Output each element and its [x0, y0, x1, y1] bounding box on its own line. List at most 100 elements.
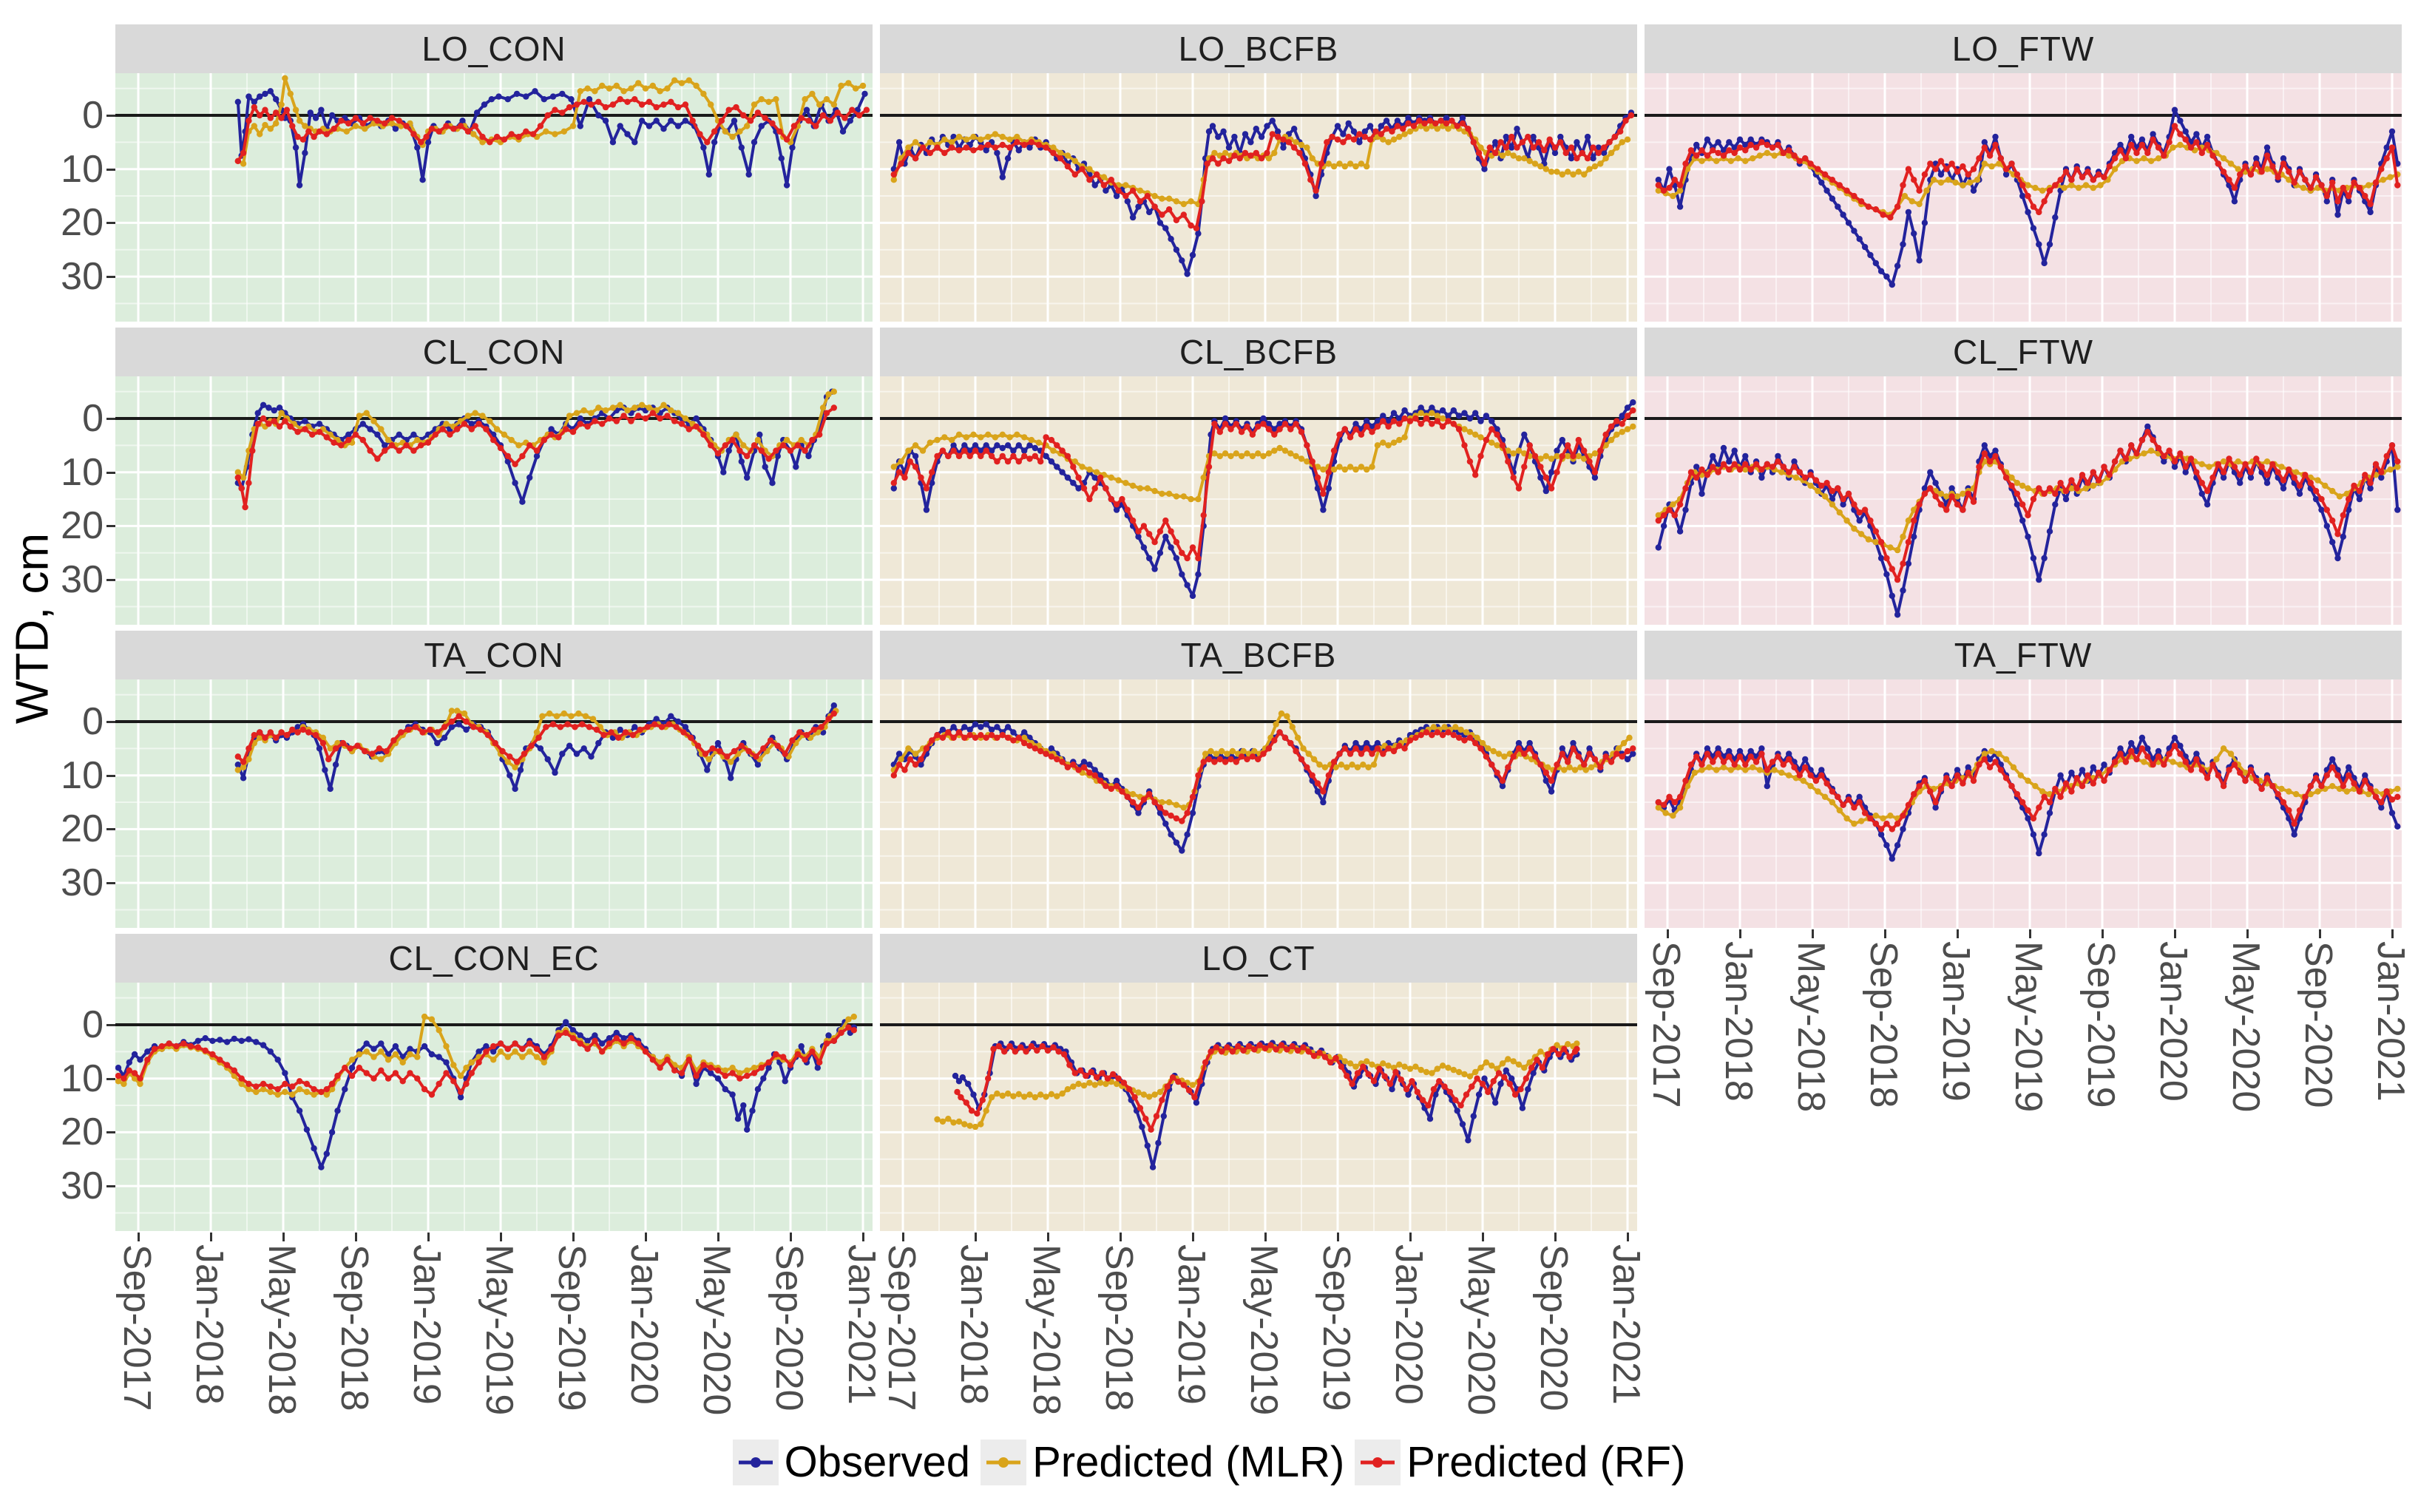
chart-TA_FTW	[1645, 679, 2402, 928]
x-tick-label: Sep-2019	[1315, 1244, 1358, 1411]
x-tick-mark	[1047, 1233, 1049, 1241]
x-tick-label: Jan-2019	[1934, 941, 1977, 1102]
x-tick-mark	[1409, 1233, 1412, 1241]
facet-strip-CL_CON_EC: CL_CON_EC	[115, 934, 873, 983]
facet-strip-TA_FTW: TA_FTW	[1645, 631, 2402, 679]
y-tick-label: 0	[82, 94, 104, 137]
panel-CL_CON_EC	[115, 983, 873, 1231]
x-tick-mark	[862, 1233, 864, 1241]
facet-strip-CL_CON: CL_CON	[115, 328, 873, 376]
y-tick-mark	[106, 471, 115, 474]
x-tick-mark	[2174, 929, 2176, 938]
y-tick-label: 30	[61, 1164, 104, 1208]
legend-item-predicted-mlr[interactable]: Predicted (MLR)	[981, 1437, 1344, 1487]
chart-LO_BCFB	[880, 73, 1637, 322]
facet-strip-CL_BCFB: CL_BCFB	[880, 328, 1637, 376]
facet-title: LO_BCFB	[1178, 30, 1339, 68]
x-tick-mark	[1120, 1233, 1122, 1241]
y-tick-mark	[106, 1024, 115, 1026]
y-tick-mark	[106, 115, 115, 117]
facet-strip-TA_CON: TA_CON	[115, 631, 873, 679]
x-tick-label: Jan-2020	[623, 1244, 666, 1405]
x-tick-label: May-2018	[1025, 1244, 1068, 1416]
x-tick-label: Jan-2018	[188, 1244, 231, 1405]
chart-TA_CON	[115, 679, 873, 928]
x-tick-label: Jan-2020	[1387, 1244, 1430, 1405]
x-tick-mark	[790, 1233, 792, 1241]
panel-TA_FTW	[1645, 679, 2402, 928]
legend-item-observed[interactable]: Observed	[732, 1437, 971, 1487]
y-tick-mark	[106, 418, 115, 420]
x-tick-label: Sep-2019	[550, 1244, 593, 1411]
x-tick-mark	[210, 1233, 212, 1241]
y-tick-mark	[106, 882, 115, 885]
y-tick-mark	[106, 1131, 115, 1134]
legend-key-predicted-rf-icon	[1355, 1439, 1401, 1485]
x-tick-label: Sep-2020	[768, 1244, 810, 1411]
x-tick-mark	[1482, 1233, 1484, 1241]
y-tick-mark	[106, 1185, 115, 1188]
legend-label-observed: Observed	[784, 1438, 971, 1486]
y-tick-label: 30	[61, 861, 104, 905]
x-tick-mark	[500, 1233, 502, 1241]
facet-title: LO_FTW	[1951, 30, 2095, 68]
x-tick-label: Jan-2020	[2152, 941, 2195, 1102]
chart-LO_CT	[880, 983, 1637, 1231]
y-tick-label: 20	[61, 201, 104, 245]
panel-LO_CT	[880, 983, 1637, 1231]
x-tick-label: Jan-2021	[840, 1244, 883, 1405]
x-tick-mark	[975, 1233, 977, 1241]
chart-CL_FTW	[1645, 376, 2402, 625]
facet-strip-LO_BCFB: LO_BCFB	[880, 24, 1637, 73]
x-tick-label: May-2018	[1789, 941, 1832, 1113]
x-tick-label: May-2019	[2007, 941, 2050, 1113]
y-tick-label: 30	[61, 558, 104, 602]
x-tick-label: Jan-2021	[2369, 941, 2412, 1102]
x-tick-label: May-2020	[2224, 941, 2267, 1113]
chart-LO_FTW	[1645, 73, 2402, 322]
x-tick-label: Jan-2019	[1170, 1244, 1213, 1405]
x-tick-mark	[572, 1233, 575, 1241]
x-tick-mark	[1957, 929, 1959, 938]
x-tick-mark	[2029, 929, 2031, 938]
y-tick-label: 0	[82, 397, 104, 440]
facet-title: TA_BCFB	[1180, 636, 1337, 674]
x-tick-label: May-2019	[478, 1244, 521, 1416]
panel-LO_CON	[115, 73, 873, 322]
legend-key-predicted-mlr-icon	[981, 1439, 1027, 1485]
x-tick-mark	[717, 1233, 719, 1241]
x-tick-label: Sep-2017	[115, 1244, 158, 1411]
legend-item-predicted-rf[interactable]: Predicted (RF)	[1355, 1437, 1685, 1487]
x-tick-label: Sep-2019	[2079, 941, 2122, 1108]
facet-title: LO_CT	[1202, 939, 1315, 977]
x-tick-mark	[1627, 1233, 1629, 1241]
x-tick-label: Sep-2018	[1862, 941, 1905, 1108]
chart-LO_CON	[115, 73, 873, 322]
facet-strip-LO_CT: LO_CT	[880, 934, 1637, 983]
x-tick-mark	[2246, 929, 2249, 938]
x-tick-label: May-2020	[695, 1244, 738, 1416]
x-tick-mark	[1192, 1233, 1194, 1241]
x-tick-mark	[1667, 929, 1669, 938]
y-tick-mark	[106, 168, 115, 171]
x-tick-mark	[645, 1233, 647, 1241]
x-tick-mark	[2319, 929, 2321, 938]
panel-CL_BCFB	[880, 376, 1637, 625]
x-tick-mark	[1812, 929, 1814, 938]
chart-CL_CON	[115, 376, 873, 625]
panel-TA_CON	[115, 679, 873, 928]
facet-title: LO_CON	[421, 30, 566, 68]
y-tick-mark	[106, 721, 115, 723]
x-tick-label: May-2020	[1460, 1244, 1503, 1416]
facet-title: CL_CON	[422, 333, 566, 371]
y-tick-label: 10	[61, 147, 104, 191]
y-tick-label: 30	[61, 255, 104, 299]
x-tick-mark	[1264, 1233, 1267, 1241]
panel-CL_FTW	[1645, 376, 2402, 625]
legend-key-observed-icon	[732, 1439, 779, 1485]
y-tick-label: 0	[82, 1003, 104, 1046]
x-tick-mark	[355, 1233, 357, 1241]
panel-LO_BCFB	[880, 73, 1637, 322]
y-tick-mark	[106, 1077, 115, 1080]
